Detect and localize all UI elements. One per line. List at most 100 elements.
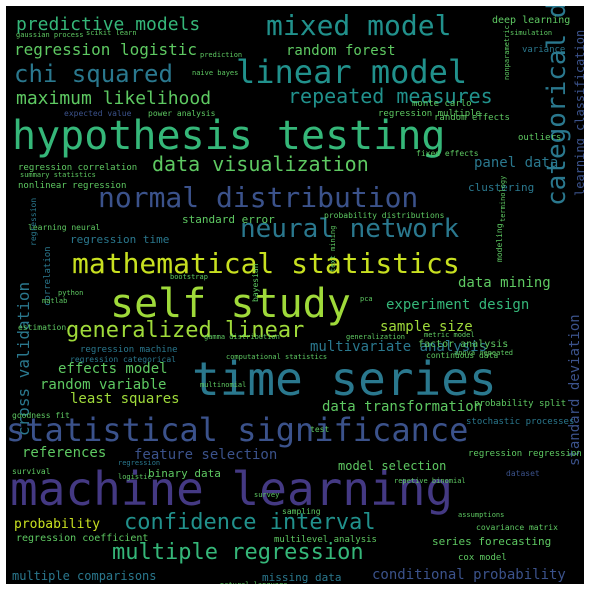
word-90: summary statistics [20,171,96,179]
word-87: prediction [200,51,243,59]
word-44: clustering [468,181,535,194]
word-51: expected value [64,109,132,118]
word-62: stochastic processes [466,417,575,427]
word-8: normal distribution [98,181,419,214]
word-40: series forecasting [432,535,552,548]
word-70: survival [12,467,51,476]
word-98: text mining [329,225,337,272]
word-96: assumptions [458,511,505,519]
word-31: feature selection [134,447,278,463]
word-53: variance [522,45,566,55]
word-89: gaussian process [16,31,84,39]
word-68: regression regression [468,449,582,459]
word-48: regression multiple [378,109,481,119]
word-22: panel data [474,155,559,171]
word-101: survey [254,491,280,499]
word-66: cox model [458,553,507,563]
word-5: linear model [236,53,468,91]
word-65: multilevel analysis [274,535,377,545]
word-97: logistic [118,473,152,481]
word-82: terminology [499,175,507,222]
word-2: hypothesis testing [12,113,446,159]
word-39: learning classification [573,29,584,196]
word-6: mixed model [266,9,452,42]
word-77: python [58,289,84,297]
word-38: standard deviation [567,314,583,466]
word-59: factor analysis [418,339,509,350]
word-32: references [22,445,107,461]
word-3: self study [110,281,351,327]
word-69: dataset [506,469,540,478]
word-28: random variable [40,377,167,393]
word-52: power analysis [148,109,216,118]
word-86: scikit learn [86,29,137,37]
word-61: probability split [474,399,567,409]
word-81: modeling [495,223,504,262]
word-55: fixed effects [416,149,479,158]
word-23: data mining [458,275,551,291]
word-9: neural network [240,214,460,244]
word-93: anova repeated [454,349,514,357]
word-33: model selection [338,459,447,473]
word-56: probability distributions [324,211,445,220]
word-24: experiment design [386,297,530,313]
word-94: computational statistics [226,353,328,361]
word-57: regression machine [80,345,178,355]
word-91: gamma distribution [204,333,280,341]
word-76: matlab [42,297,68,305]
word-15: repeated measures [288,84,493,108]
word-cloud: time series machine learning hypothesis te… [6,6,584,584]
word-75: regression [29,197,38,246]
word-14: data visualization [152,152,369,176]
word-16: predictive models [16,14,201,35]
word-72: bootstrap [170,273,208,281]
word-54: outliers [518,133,562,143]
word-92: multinomial [200,381,247,389]
word-88: naive bayes [192,69,239,77]
word-78: estimation [18,323,67,332]
word-43: regression time [70,233,170,246]
word-12: multiple regression [112,540,364,565]
word-83: test [310,425,330,434]
word-60: continuous data [426,351,499,360]
word-64: regression coefficient [16,533,149,544]
word-103: metric model [424,331,475,339]
word-102: generalization [346,333,406,341]
word-95: repetive binomial [394,477,466,485]
word-63: goodness fit [12,411,70,420]
word-85: natural language [220,582,287,585]
word-41: binary data [148,467,221,480]
word-42: standard error [182,213,275,226]
word-99: regression [118,459,161,467]
word-25: sample size [380,319,473,335]
word-58: regression categorical [70,355,176,364]
word-13: generalized linear [66,318,305,343]
word-46: regression correlation [18,163,138,173]
word-11: confidence interval [124,510,376,535]
word-0: time series [192,352,497,406]
word-73: learning neural [28,223,101,232]
word-19: regression logistic [14,40,198,59]
word-45: deep learning [492,15,571,26]
word-80: bayesian [251,263,260,302]
word-4: statistical significance [6,411,469,449]
word-79: pca [360,295,373,303]
word-35: multiple comparisons [12,569,157,583]
word-36: missing data [262,571,342,584]
word-26: multivariate analysis [310,339,488,355]
word-20: random forest [286,43,396,59]
word-71: sampling [282,507,321,516]
word-29: least squares [70,391,180,407]
word-104: simulation [510,29,553,37]
word-1: machine learning [10,462,454,516]
word-17: chi squared [14,60,173,88]
word-30: data transformation [322,399,483,415]
word-37: conditional probability [372,567,566,583]
word-47: nonlinear regression [18,181,127,191]
word-7: mathematical statistics [72,247,460,280]
word-34: probability [14,517,101,532]
word-49: monte carlo [412,99,472,109]
word-27: effects model [58,361,168,377]
word-50: random effects [434,113,510,123]
word-67: covariance matrix [476,523,558,532]
